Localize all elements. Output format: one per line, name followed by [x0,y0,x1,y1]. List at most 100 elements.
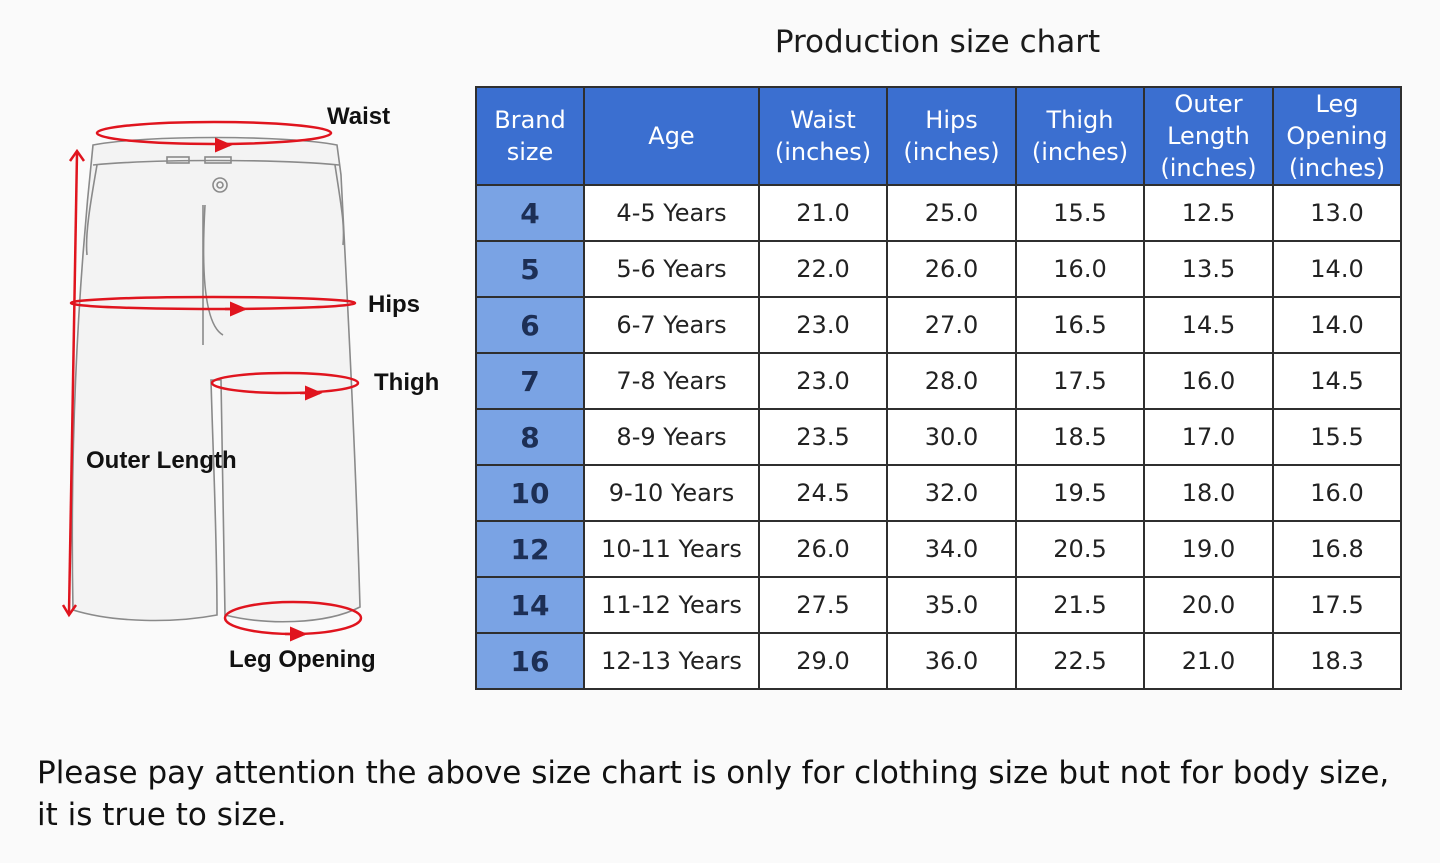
column-header-line: (inches) [1288,154,1386,182]
cell-waist: 29.0 [758,632,888,690]
column-header-outer-length: Outer Length (inches) [1143,86,1274,186]
cell-age: 6-7 Years [583,296,760,354]
column-header-line: Waist [790,106,856,134]
cell-age: 5-6 Years [583,240,760,298]
cell-leg-opening: 16.0 [1272,464,1402,522]
column-header-line: Age [648,122,695,150]
cell-leg-opening: 14.5 [1272,352,1402,410]
cell-thigh: 16.5 [1015,296,1145,354]
column-header-line: Hips [925,106,978,134]
cell-outer-length: 21.0 [1143,632,1274,690]
cell-thigh: 19.5 [1015,464,1145,522]
thigh-measure-line [210,371,360,395]
cell-age: 8-9 Years [583,408,760,466]
column-header-line: (inches) [774,138,872,166]
cell-hips: 36.0 [886,632,1017,690]
outer-length-measure-line [67,152,79,614]
hips-measure-line [69,295,357,311]
cell-thigh: 21.5 [1015,576,1145,634]
cell-brand-size: 12 [475,520,585,578]
cell-brand-size: 16 [475,632,585,690]
cell-hips: 34.0 [886,520,1017,578]
size-note: Please pay attention the above size char… [37,755,1390,833]
hips-label: Hips [368,291,421,318]
cell-age: 11-12 Years [583,576,760,634]
cell-thigh: 17.5 [1015,352,1145,410]
cell-waist: 24.5 [758,464,888,522]
cell-hips: 30.0 [886,408,1017,466]
cell-age: 12-13 Years [583,632,760,690]
cell-age: 9-10 Years [583,464,760,522]
cell-brand-size: 14 [475,576,585,634]
outer-length-label: Outer Length [86,447,237,474]
cell-brand-size: 8 [475,408,585,466]
table-body: 4 4-5 Years 21.0 25.0 15.5 12.5 13.0 5 5-6 Years… [475,184,1402,690]
table-row: 4 4-5 Years 21.0 25.0 15.5 12.5 13.0 [475,184,1402,242]
cell-brand-size: 5 [475,240,585,298]
column-header-hips: Hips (inches) [886,86,1017,186]
column-header-line: (inches) [1160,154,1257,182]
table-row: 6 6-7 Years 23.0 27.0 16.5 14.5 14.0 [475,296,1402,354]
measurement-lines [61,120,363,642]
column-header-line: Opening [1286,122,1388,150]
thigh-label: Thigh [374,369,440,396]
column-header-waist: Waist (inches) [758,86,888,186]
cell-hips: 26.0 [886,240,1017,298]
table-row: 12 10-11 Years 26.0 34.0 20.5 19.0 16.8 [475,520,1402,578]
cell-waist: 26.0 [758,520,888,578]
cell-hips: 35.0 [886,576,1017,634]
column-header-age: Age [583,86,760,186]
cell-hips: 32.0 [886,464,1017,522]
column-header-leg-opening: Leg Opening (inches) [1272,86,1402,186]
column-header-brand-size: Brand size [475,86,585,186]
cell-waist: 23.5 [758,408,888,466]
shorts-measurement-diagram: Waist Hips Thigh Outer Length Leg Openin… [55,95,465,695]
cell-outer-length: 19.0 [1143,520,1274,578]
column-header-line: Thigh [1046,106,1114,134]
column-header-thigh: Thigh (inches) [1015,86,1145,186]
cell-hips: 27.0 [886,296,1017,354]
cell-waist: 22.0 [758,240,888,298]
leg-opening-label: Leg Opening [229,646,376,673]
cell-brand-size: 4 [475,184,585,242]
waist-measure-line [95,120,333,146]
cell-outer-length: 16.0 [1143,352,1274,410]
table-row: 7 7-8 Years 23.0 28.0 17.5 16.0 14.5 [475,352,1402,410]
cell-hips: 25.0 [886,184,1017,242]
cell-brand-size: 10 [475,464,585,522]
cell-hips: 28.0 [886,352,1017,410]
column-header-line: Length [1167,122,1250,150]
cell-waist: 21.0 [758,184,888,242]
cell-thigh: 22.5 [1015,632,1145,690]
table-row: 14 11-12 Years 27.5 35.0 21.5 20.0 17.5 [475,576,1402,634]
cell-leg-opening: 16.8 [1272,520,1402,578]
column-header-line: Leg [1315,90,1359,118]
cell-age: 10-11 Years [583,520,760,578]
cell-outer-length: 13.5 [1143,240,1274,298]
cell-leg-opening: 14.0 [1272,296,1402,354]
cell-waist: 23.0 [758,352,888,410]
size-chart-table: Brand size Age Waist (inches) Hips (inches) Thi… [475,86,1402,690]
cell-leg-opening: 13.0 [1272,184,1402,242]
cell-thigh: 16.0 [1015,240,1145,298]
column-header-line: size [506,138,554,166]
cell-brand-size: 7 [475,352,585,410]
cell-waist: 23.0 [758,296,888,354]
cell-outer-length: 18.0 [1143,464,1274,522]
cell-waist: 27.5 [758,576,888,634]
cell-thigh: 18.5 [1015,408,1145,466]
column-header-line: (inches) [1031,138,1129,166]
cell-leg-opening: 18.3 [1272,632,1402,690]
shorts-sketch [61,120,363,642]
cell-leg-opening: 14.0 [1272,240,1402,298]
table-row: 16 12-13 Years 29.0 36.0 22.5 21.0 18.3 [475,632,1402,690]
cell-outer-length: 12.5 [1143,184,1274,242]
column-header-line: Brand [494,106,566,134]
cell-thigh: 20.5 [1015,520,1145,578]
table-row: 5 5-6 Years 22.0 26.0 16.0 13.5 14.0 [475,240,1402,298]
cell-thigh: 15.5 [1015,184,1145,242]
cell-leg-opening: 15.5 [1272,408,1402,466]
column-header-line: Outer [1174,90,1243,118]
cell-age: 7-8 Years [583,352,760,410]
cell-outer-length: 17.0 [1143,408,1274,466]
